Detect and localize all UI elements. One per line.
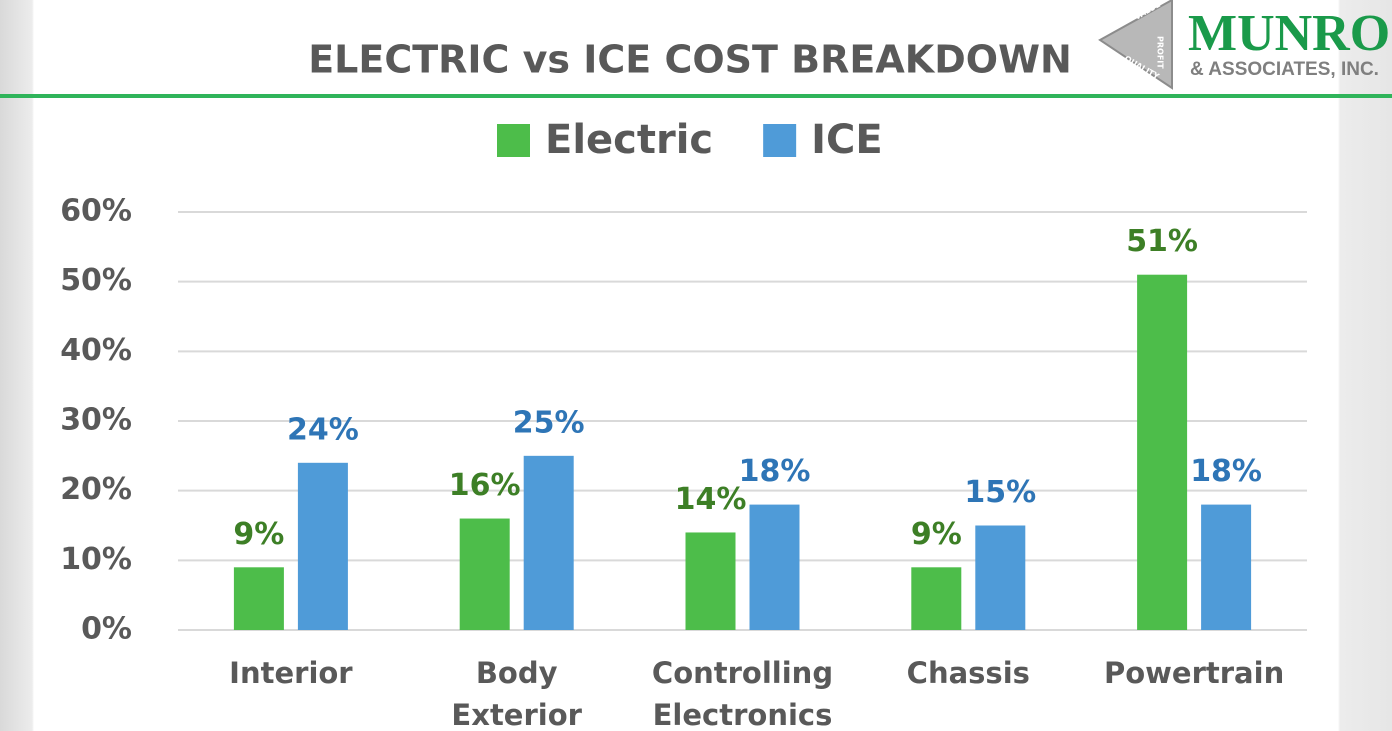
legend-label: Electric	[545, 117, 713, 163]
value-label: 25%	[513, 405, 585, 440]
bar	[911, 567, 962, 630]
bar	[233, 567, 284, 630]
x-tick-label: Chassis	[906, 656, 1030, 690]
y-tick-label: 60%	[60, 194, 132, 229]
bar	[297, 462, 348, 630]
value-label: 14%	[675, 482, 747, 517]
bar	[749, 504, 800, 630]
bar	[1137, 274, 1188, 630]
x-tick-label: Controlling Electronics	[651, 656, 834, 731]
value-label: 18%	[739, 454, 811, 489]
logo-triangle	[1098, 0, 1173, 90]
x-tick-label: Interior	[229, 656, 353, 690]
y-tick-label: 50%	[60, 263, 132, 298]
y-tick-label: 30%	[60, 403, 132, 438]
legend-label: ICE	[811, 117, 883, 163]
logo-name: MUNRO	[1188, 5, 1390, 62]
logo: VALUE PROFIT QUALITY MUNRO & ASSOCIATES,…	[1098, 0, 1390, 90]
value-label: 51%	[1126, 224, 1198, 259]
logo-subtitle: & ASSOCIATES, INC.	[1190, 59, 1379, 80]
value-label: 16%	[449, 468, 521, 503]
y-tick-label: 0%	[81, 612, 132, 647]
x-tick-label: Powertrain	[1103, 656, 1285, 690]
bar	[523, 455, 574, 630]
bar	[975, 525, 1026, 630]
value-label: 18%	[1190, 454, 1262, 489]
value-label: 9%	[233, 517, 284, 552]
y-tick-label: 20%	[60, 472, 132, 507]
value-label: 24%	[287, 412, 359, 447]
logo-word: PROFIT	[1156, 36, 1165, 69]
x-tick-label: Body Exterior	[451, 656, 582, 731]
value-label: 15%	[964, 475, 1036, 510]
y-tick-label: 40%	[60, 333, 132, 368]
legend-swatch	[497, 124, 530, 157]
bar	[459, 518, 510, 630]
legend-swatch	[763, 124, 797, 157]
y-tick-label: 10%	[60, 542, 132, 577]
bar	[685, 532, 736, 630]
bar	[1201, 504, 1252, 630]
chart-title: ELECTRIC vs ICE COST BREAKDOWN	[308, 38, 1072, 82]
value-label: 9%	[911, 517, 962, 552]
